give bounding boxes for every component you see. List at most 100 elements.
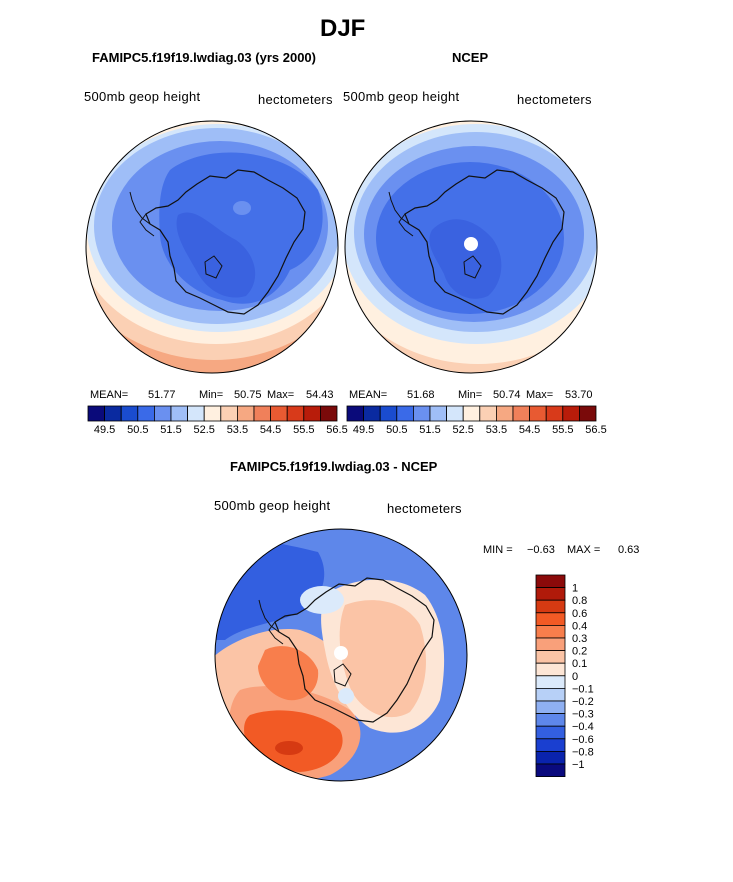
diff-min-value: −0.63 [527,544,555,556]
diff-map [215,529,467,781]
model-mean-label: MEAN= [90,389,129,401]
obs-colorbar-swatch [495,405,514,422]
obs-colorbar-swatch [512,405,531,422]
obs-missing-pole [464,237,478,251]
diff-colorbar-tick-label: −0.2 [572,696,594,708]
obs-colorbar-swatch [429,405,448,422]
diff-colorbar-swatch [535,763,566,778]
model-mean-value: 51.77 [148,389,176,401]
model-map [86,121,338,373]
diff-colorbar-tick-label: 0 [572,671,578,683]
obs-max-value: 53.70 [565,389,593,401]
diff-colorbar-swatch [535,574,566,589]
diff-colorbar-swatch [535,662,566,677]
diff-colorbar-tick-label: −0.1 [572,683,594,695]
model-colorbar-swatch [104,405,122,422]
obs-colorbar-tick-label: 54.5 [519,424,540,436]
model-field-high-spot [233,201,251,215]
diff-colorbar-swatch [535,751,566,765]
obs-colorbar-swatch [562,405,580,422]
diff-colorbar: 10.80.60.40.30.20.10−0.1−0.2−0.3−0.4−0.6… [535,574,594,778]
obs-map-border [344,120,598,374]
diff-colorbar-tick-label: 1 [572,583,578,595]
diff-colorbar-tick-label: −0.8 [572,746,594,758]
diff-field-neg-weak [300,586,344,614]
diff-units-label: hectometers [387,501,462,516]
diff-colorbar-tick-label: 0.2 [572,646,587,658]
obs-colorbar-tick-label: 49.5 [353,424,374,436]
model-colorbar-swatch [187,405,205,422]
obs-colorbar-tick-label: 51.5 [419,424,440,436]
obs-colorbar-tick-label: 50.5 [386,424,407,436]
diff-colorbar-swatch [535,625,566,639]
diff-colorbar-tick-label: 0.6 [572,608,587,620]
model-colorbar-tick-label: 55.5 [293,424,314,436]
obs-colorbar: 49.5 50.5 51.5 52.5 53.5 54.5 55.5 56.5 [346,405,607,436]
model-colorbar-swatch [203,405,222,422]
model-map-border [85,120,339,374]
model-colorbar-swatch [286,405,305,422]
model-min-label: Min= [199,389,224,401]
obs-max-label: Max= [526,389,554,401]
diff-colorbar-tick-label: −0.6 [572,734,594,746]
obs-variable-label: 500mb geop height [343,89,460,104]
diff-field-pos-max [244,710,343,772]
obs-colorbar-swatch [379,405,398,422]
model-colorbar-swatch [87,405,106,422]
diff-colorbar-swatch [535,738,566,752]
obs-field-min-region [429,219,502,299]
model-colorbar-swatch [137,405,155,422]
diff-colorbar-tick-label: 0.3 [572,633,587,645]
obs-min-label: Min= [458,389,483,401]
model-variable-label: 500mb geop height [84,89,201,104]
model-colorbar-swatch [120,405,139,422]
obs-colorbar-swatch [446,405,464,422]
diff-colorbar-swatch [535,688,566,702]
model-colorbar-tick-label: 53.5 [227,424,248,436]
diff-colorbar-tick-label: 0.4 [572,620,587,632]
obs-colorbar-swatch [529,405,547,422]
diff-colorbar-swatch [535,725,566,740]
diff-field-pos-peak [275,741,303,755]
diff-max-value: 0.63 [618,544,640,556]
diff-max-label: MAX = [567,544,601,556]
diff-colorbar-swatch [535,713,566,727]
figure-title: DJF [320,15,366,42]
diff-colorbar-swatch [535,675,566,689]
obs-case-title: NCEP [452,50,489,65]
diff-missing-pole [334,646,348,660]
model-colorbar-tick-label: 54.5 [260,424,281,436]
model-colorbar-swatch [236,405,255,422]
model-colorbar-swatch [153,405,172,422]
model-colorbar: 49.5 50.5 51.5 52.5 53.5 54.5 55.5 56.5 [87,405,348,436]
diff-colorbar-swatch [535,650,566,664]
model-case-title: FAMIPC5.f19f19.lwdiag.03 (yrs 2000) [92,50,316,65]
diff-colorbar-tick-label: 0.8 [572,595,587,607]
obs-colorbar-swatch [412,405,431,422]
diff-colorbar-tick-label: −0.4 [572,721,594,733]
obs-colorbar-swatch [462,405,481,422]
obs-min-value: 50.74 [493,389,521,401]
diff-colorbar-swatch [535,637,566,652]
diff-map-border [214,528,468,782]
obs-mean-value: 51.68 [407,389,435,401]
model-colorbar-tick-label: 49.5 [94,424,115,436]
model-units-label: hectometers [258,92,333,107]
diff-colorbar-swatch [535,700,566,715]
obs-map [345,121,597,373]
diff-colorbar-tick-label: −0.3 [572,709,594,721]
obs-colorbar-swatch [479,405,497,422]
model-colorbar-swatch [170,405,189,422]
diff-colorbar-swatch [535,612,566,626]
obs-colorbar-tick-label: 53.5 [486,424,507,436]
model-max-value: 54.43 [306,389,334,401]
diff-colorbar-swatch [535,587,566,601]
model-colorbar-swatch [303,405,321,422]
obs-colorbar-tick-label: 56.5 [585,424,606,436]
model-colorbar-swatch [220,405,238,422]
obs-colorbar-swatch [396,405,414,422]
model-colorbar-tick-label: 52.5 [193,424,214,436]
model-max-label: Max= [267,389,295,401]
model-colorbar-swatch [319,405,338,422]
